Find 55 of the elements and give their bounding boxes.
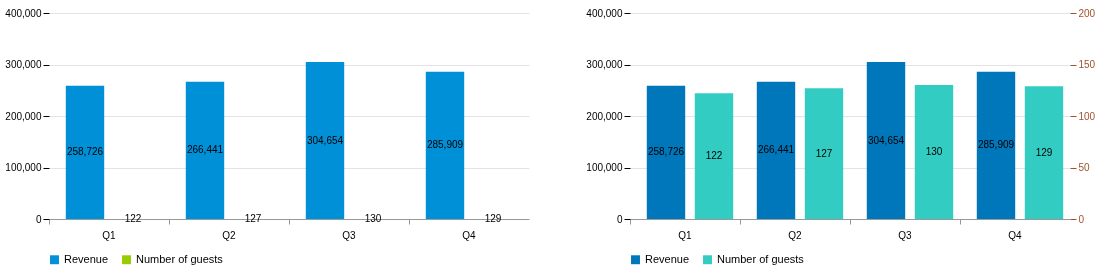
data-label: 285,909	[426, 139, 464, 151]
x-tick-label: Q1	[678, 229, 693, 241]
y2-tick-label: 0	[1078, 213, 1085, 225]
data-label: 129	[1035, 146, 1053, 158]
data-label: 127	[244, 212, 262, 224]
x-tick-label: Q4	[1008, 229, 1023, 241]
data-label: 127	[815, 147, 833, 159]
y-tick-label: 100,000	[5, 162, 42, 173]
bar	[756, 81, 796, 219]
x-tick-label: Q1	[102, 229, 117, 241]
bar	[694, 93, 734, 219]
bar	[65, 85, 105, 219]
legend-label: Number of guests	[136, 252, 224, 265]
bar	[914, 85, 954, 219]
bar	[804, 88, 844, 219]
data-label: 304,654	[867, 134, 905, 146]
data-label: 258,726	[647, 146, 685, 158]
y-tick-label: 200,000	[586, 110, 623, 122]
y-tick-label: 400,000	[586, 7, 623, 19]
x-tick-label: Q3	[898, 229, 913, 241]
data-label: 122	[124, 212, 142, 224]
legend-label: Number of guests	[717, 252, 805, 265]
y-tick-label: 0	[616, 213, 623, 225]
y2-tick-label: 100	[1078, 110, 1096, 122]
bar	[1024, 86, 1064, 219]
y2-tick-label: 50	[1078, 162, 1091, 173]
x-tick-label: Q3	[342, 229, 357, 241]
y-tick-label: 200,000	[5, 110, 42, 122]
data-label: 285,909	[977, 139, 1015, 151]
y-tick-label: 400,000	[5, 7, 42, 19]
data-label: 130	[925, 146, 943, 158]
bar	[646, 85, 686, 219]
x-tick-label: Q2	[222, 229, 237, 241]
data-label: 304,654	[306, 134, 344, 146]
y-tick-label: 100,000	[586, 162, 623, 173]
bar	[185, 81, 225, 219]
y-tick-label: 300,000	[586, 59, 623, 70]
data-label: 130	[364, 212, 382, 224]
y-tick-label: 300,000	[5, 59, 42, 70]
data-label: 266,441	[186, 144, 224, 156]
bar	[976, 71, 1016, 219]
data-label: 258,726	[66, 146, 104, 158]
y2-tick-label: 150	[1078, 59, 1096, 70]
bar	[425, 71, 465, 219]
data-label: 266,441	[757, 144, 795, 156]
legend-label: Revenue	[645, 252, 690, 265]
bar	[305, 62, 345, 219]
bar	[866, 62, 906, 219]
y-tick-label: 0	[35, 213, 42, 225]
data-label: 129	[484, 212, 502, 224]
x-tick-label: Q2	[788, 229, 803, 241]
y2-tick-label: 200	[1078, 7, 1096, 19]
x-tick-label: Q4	[462, 229, 477, 241]
data-label: 122	[705, 150, 723, 162]
legend-label: Revenue	[64, 252, 109, 265]
